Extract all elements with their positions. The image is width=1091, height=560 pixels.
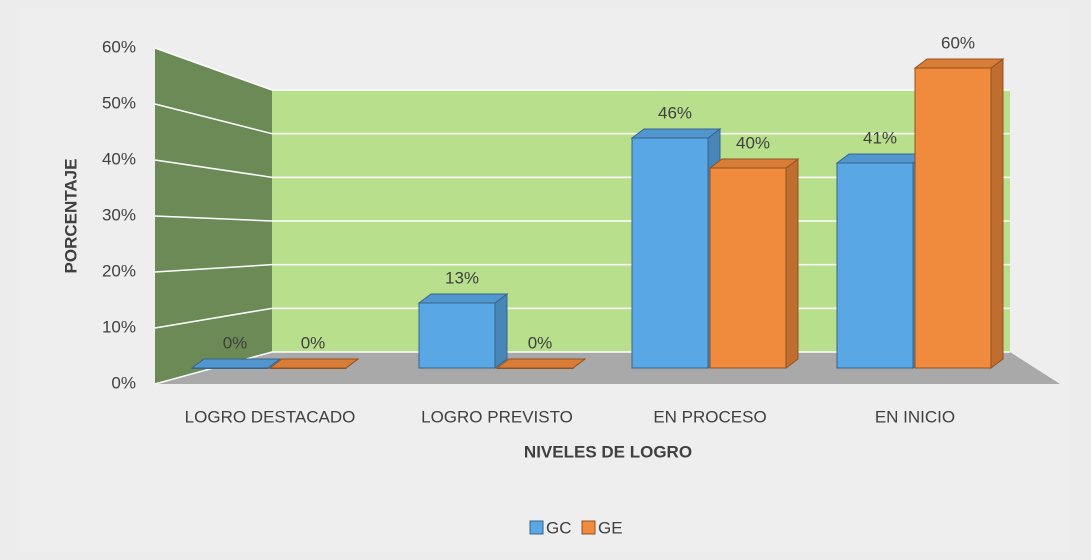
legend-swatch xyxy=(581,520,596,535)
bar-top xyxy=(268,358,360,369)
y-tick-label: 40% xyxy=(102,149,136,168)
y-tick-label: 10% xyxy=(102,317,136,336)
x-axis-title: NIVELES DE LOGRO xyxy=(524,442,692,461)
grid-line xyxy=(154,103,1010,135)
y-tick-label: 50% xyxy=(102,93,136,112)
bar-top xyxy=(417,293,509,304)
bar xyxy=(191,367,269,369)
bar-top xyxy=(190,358,282,369)
y-axis-title: PORCENTAJE xyxy=(61,159,80,274)
bar xyxy=(418,302,496,369)
y-tick-label: 0% xyxy=(111,373,136,392)
data-label: 60% xyxy=(941,33,975,52)
legend-swatch xyxy=(529,520,544,535)
data-label: 0% xyxy=(528,333,553,352)
bar xyxy=(631,137,709,369)
data-label: 40% xyxy=(736,133,770,152)
bar xyxy=(269,367,347,369)
left-wall xyxy=(155,48,272,384)
floor xyxy=(155,352,1060,384)
x-tick-label: EN PROCESO xyxy=(653,407,766,426)
bar-side xyxy=(785,158,799,369)
bar-top xyxy=(913,58,1005,69)
data-label: 46% xyxy=(658,103,692,122)
data-label: 0% xyxy=(301,333,326,352)
bar xyxy=(496,367,574,369)
legend-label: GE xyxy=(598,518,623,537)
data-label: 41% xyxy=(863,128,897,147)
x-tick-label: LOGRO PREVISTO xyxy=(421,407,573,426)
bar-top xyxy=(495,358,587,369)
x-tick-label: LOGRO DESTACADO xyxy=(185,407,356,426)
bar-side xyxy=(494,293,508,369)
bar-top xyxy=(630,128,722,139)
y-tick-label: 30% xyxy=(102,205,136,224)
legend-label: GC xyxy=(546,518,572,537)
bar-top xyxy=(835,153,927,164)
bar-side xyxy=(990,58,1004,369)
data-label: 0% xyxy=(223,333,248,352)
data-label: 13% xyxy=(445,268,479,287)
y-tick-label: 60% xyxy=(102,37,136,56)
x-tick-label: EN INICIO xyxy=(875,407,955,426)
y-tick-label: 20% xyxy=(102,261,136,280)
bar xyxy=(914,67,992,369)
bar xyxy=(709,167,787,369)
bar xyxy=(836,162,914,369)
bar-top xyxy=(708,158,800,169)
grid-line xyxy=(154,47,1010,91)
